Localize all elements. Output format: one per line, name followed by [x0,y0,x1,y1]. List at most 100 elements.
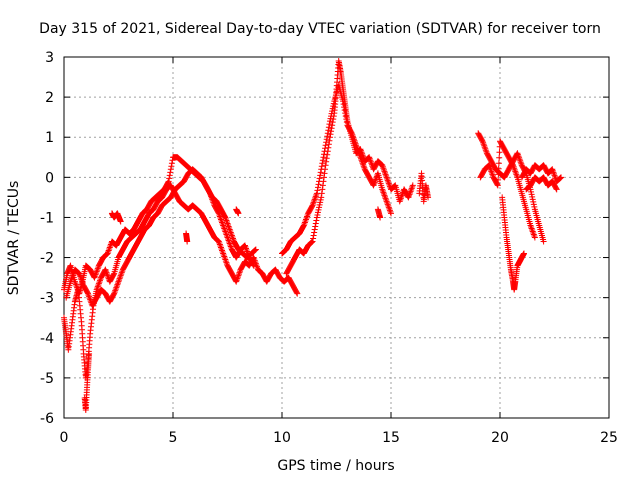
data-trace [518,162,565,185]
x-tick-label: 20 [491,430,509,446]
x-tick-label: 25 [600,430,618,446]
data-point [319,160,326,167]
data-point [496,154,503,161]
data-point [322,162,329,169]
data-point [328,113,335,120]
data-trace [63,166,257,309]
y-tick-label: 2 [45,90,54,106]
data-point [325,144,332,151]
data-point [320,154,327,161]
data-point [294,290,301,297]
data-point [495,171,502,178]
data-point [308,239,315,246]
data-point [318,163,325,170]
data-point [110,271,117,278]
data-trace [477,138,538,241]
data-point [168,160,175,167]
data-point [169,157,176,164]
data-trace [416,170,432,205]
data-trace [475,130,547,245]
data-point [167,169,174,176]
data-point [313,214,320,221]
x-tick-label: 5 [169,430,178,446]
data-point [495,160,502,167]
data-point [326,121,333,128]
data-point [528,191,535,198]
y-tick-label: -1 [40,210,54,226]
data-point [530,201,537,208]
data-point [329,119,336,126]
tick-layer: 0 5 10 15 20 25 -6 -5 -4 -3 -2 -1 0 1 2 3 [40,50,618,446]
data-point [110,291,117,298]
data-point [166,175,173,182]
data-point [529,193,536,200]
data-point [322,145,329,152]
data-point [377,214,384,221]
data-point [293,289,300,296]
data-point [325,127,332,134]
data-point [556,175,563,182]
data-point [166,172,173,179]
data-point [558,174,565,181]
data-trace [183,230,191,245]
data-point [329,122,336,129]
data-point [300,223,307,230]
data-point [318,166,325,173]
data-point [320,151,327,158]
y-tick-label: -6 [40,411,54,427]
data-point [312,220,319,227]
data-point [252,247,259,254]
data-point [327,115,334,122]
data-point [250,261,257,268]
data-point [314,211,321,218]
data-point [326,118,333,125]
data-point [343,116,350,123]
data-point [348,129,355,136]
data-point [167,166,174,173]
data-point [316,175,323,182]
data-trace [61,154,259,297]
x-tick-label: 15 [382,430,400,446]
data-point [314,184,321,191]
data-point [206,189,213,196]
data-trace [499,194,527,293]
y-axis-label: SDTVAR / TECUs [6,181,22,296]
data-point [529,196,536,203]
data-point [117,218,124,225]
data-point [308,239,315,246]
data-point [310,232,317,239]
data-point [313,190,320,197]
x-axis-label: GPS time / hours [277,458,394,474]
data-point [342,110,349,117]
data-point [479,137,486,144]
data-point [318,194,325,201]
data-point [530,198,537,205]
data-point [553,185,560,192]
data-point [557,174,564,181]
data-point [425,194,432,201]
data-point [168,163,175,170]
data-point [250,262,257,269]
data-point [315,206,322,213]
data-point [341,104,348,111]
data-point [328,125,335,132]
data-point [315,181,322,188]
data-point [314,209,321,216]
data-point [321,170,328,177]
data-trace [61,182,301,381]
data-trace [523,174,560,193]
y-tick-label: -4 [40,331,54,347]
data-point [341,107,348,114]
data-point [329,105,336,112]
data-point [165,179,172,186]
grid-layer [64,57,609,418]
data-point [325,124,332,131]
y-tick-label: 1 [45,130,54,146]
data-point [495,165,502,172]
data-point [324,133,331,140]
data-point [323,136,330,143]
data-point [319,182,326,189]
y-tick-label: -5 [40,371,54,387]
x-tick-label: 0 [60,430,69,446]
